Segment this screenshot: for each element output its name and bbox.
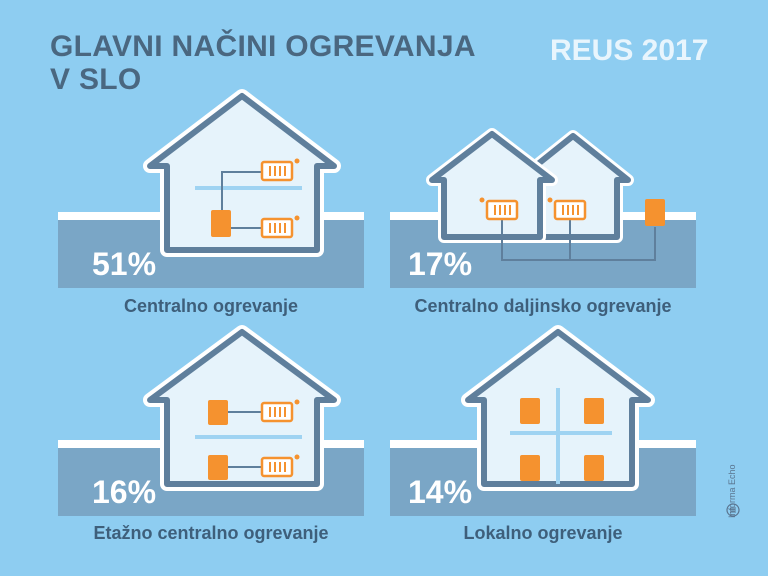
house-icon [143, 325, 341, 491]
panel-district-heating [390, 128, 696, 288]
year-label: REUS 2017 [550, 34, 709, 67]
label-floor: Etažno centralno ogrevanje [93, 523, 329, 543]
percent-central: 51% [92, 246, 157, 282]
stove-icon [520, 398, 540, 424]
title-line-2: V SLO [50, 63, 142, 96]
boiler-icon [208, 455, 228, 480]
percent-local: 14% [408, 474, 473, 510]
panel-central-heating [58, 89, 364, 288]
label-district: Centralno daljinsko ogrevanje [414, 296, 672, 316]
page-title: GLAVNI NAČINI OGREVANJA V SLO [50, 30, 476, 96]
panel-floor-heating [58, 325, 364, 516]
percent-floor: 16% [92, 474, 157, 510]
stove-icon [520, 455, 540, 481]
boiler-icon [645, 199, 665, 226]
boiler-icon [208, 400, 228, 425]
percent-district: 17% [408, 246, 473, 282]
stove-icon [584, 398, 604, 424]
label-local: Lokalno ogrevanje [463, 523, 623, 543]
panel-local-heating [390, 325, 696, 516]
stove-icon [584, 455, 604, 481]
informa-echo-logo-icon [726, 503, 740, 517]
house-icon [426, 128, 558, 243]
heating-pipes [501, 218, 656, 261]
label-central: Centralno ogrevanje [123, 296, 299, 316]
heating-pipes [221, 171, 262, 229]
credit-text: Informa Echo [727, 464, 737, 518]
title-line-1: GLAVNI NAČINI OGREVANJA [50, 30, 476, 63]
boiler-icon [211, 210, 231, 237]
